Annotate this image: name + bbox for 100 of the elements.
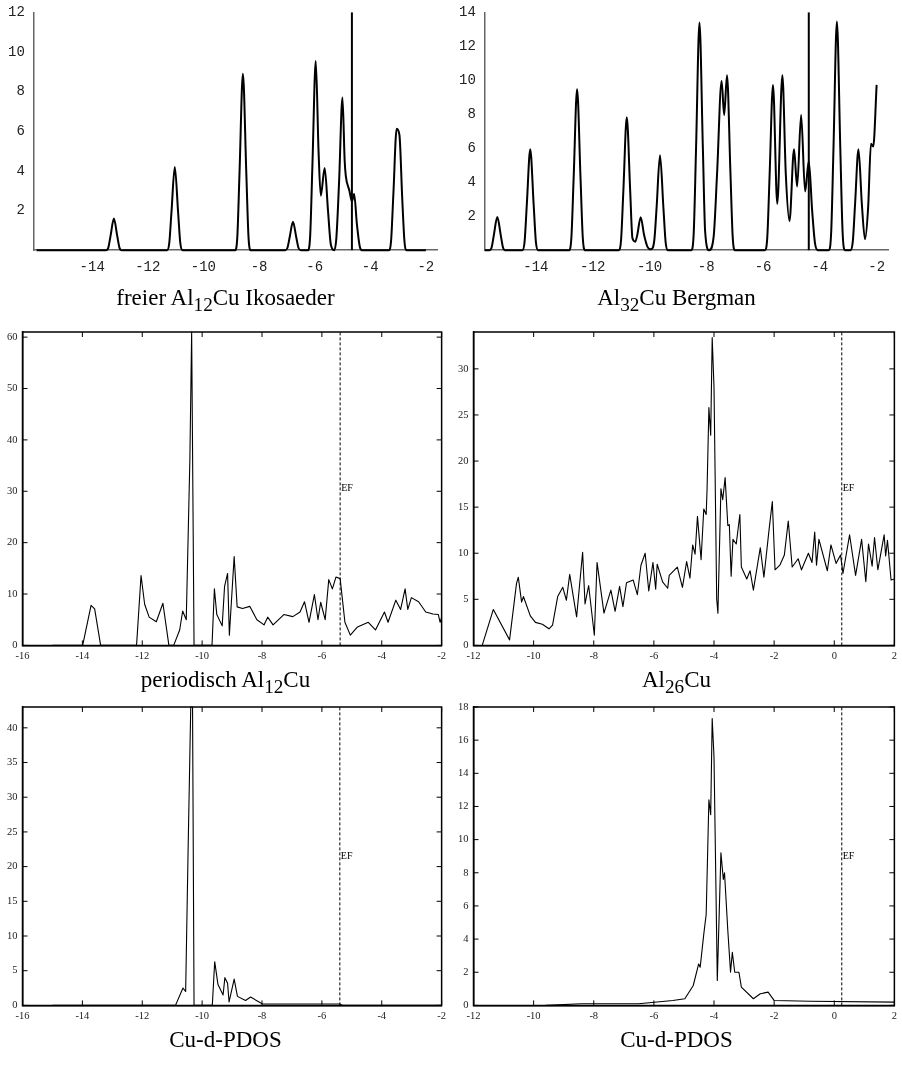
x-tick-label: -6 [754, 259, 772, 276]
y-tick-label: 20 [7, 860, 18, 872]
x-tick-label: -8 [697, 259, 715, 276]
x-tick-label: -4 [709, 1010, 720, 1022]
y-tick-label: 60 [7, 330, 18, 342]
x-tick-label: -2 [769, 1010, 779, 1022]
ref-line-label: EF [842, 482, 855, 494]
y-tick-label: 8 [463, 866, 469, 878]
x-tick-label: -4 [709, 650, 720, 662]
y-tick-label: 6 [16, 123, 25, 139]
y-tick-label: 8 [16, 83, 25, 100]
y-tick-label: 25 [458, 408, 469, 420]
x-tick-label: 2 [891, 650, 897, 662]
y-tick-label: 6 [467, 139, 476, 156]
ref-line-label: EF [340, 849, 353, 861]
x-tick-label: -4 [361, 259, 379, 276]
x-tick-label: -8 [250, 259, 268, 276]
y-tick-label: 2 [463, 965, 469, 977]
x-tick-label: -2 [868, 259, 886, 276]
y-tick-label: 10 [458, 546, 469, 558]
x-axis-title: Cu-d-PDOS [168, 1027, 283, 1054]
y-tick-label: 6 [463, 899, 469, 911]
x-tick-label: -4 [377, 650, 387, 662]
y-tick-label: 10 [7, 43, 25, 60]
y-tick-label: 35 [7, 756, 18, 768]
y-tick-label: 10 [7, 929, 18, 941]
x-tick-label: -10 [195, 1010, 210, 1022]
y-tick-label: 5 [12, 964, 18, 976]
x-tick-label: -12 [135, 1010, 150, 1022]
x-tick-label: -14 [75, 650, 91, 662]
x-tick-label: -12 [466, 1010, 481, 1022]
x-tick-label: -2 [437, 1010, 446, 1022]
y-tick-label: 10 [458, 72, 476, 89]
y-tick-label: 10 [458, 833, 469, 845]
x-axis-title: Al$_{26}$Cu [641, 667, 712, 697]
x-axis-title: freier Al$_{12}$Cu Ikosaeder [115, 284, 336, 317]
x-tick-label: -12 [466, 650, 481, 662]
x-tick-label: -2 [437, 650, 446, 662]
y-tick-label: 10 [7, 587, 18, 599]
x-tick-label: -10 [636, 259, 663, 276]
x-tick-label: 0 [831, 650, 837, 662]
x-tick-label: -14 [79, 259, 105, 276]
x-axis-title: Al$_{32}$Cu Bergman [596, 284, 757, 317]
y-tick-label: 8 [467, 106, 476, 123]
y-tick-label: 14 [458, 767, 470, 779]
y-tick-label: 30 [7, 485, 18, 497]
x-tick-label: -8 [257, 1010, 267, 1022]
x-tick-label: -16 [15, 650, 30, 662]
y-tick-label: 15 [458, 500, 469, 512]
x-tick-label: -4 [811, 259, 829, 276]
x-tick-label: -6 [649, 650, 659, 662]
y-tick-label: 4 [463, 932, 470, 944]
x-tick-label: -14 [75, 1010, 91, 1022]
x-tick-label: 2 [891, 1010, 897, 1022]
x-tick-label: -2 [417, 259, 435, 276]
y-tick-label: 0 [12, 999, 18, 1011]
x-tick-label: -6 [649, 1010, 659, 1022]
x-tick-label: -10 [526, 650, 541, 662]
y-tick-label: 12 [458, 800, 469, 812]
y-tick-label: 5 [463, 593, 469, 605]
y-tick-label: 16 [458, 733, 469, 745]
x-tick-label: -8 [589, 1010, 599, 1022]
x-tick-label: -12 [135, 650, 150, 662]
y-tick-label: 14 [458, 4, 476, 21]
y-tick-label: 12 [7, 4, 25, 21]
y-tick-label: 18 [458, 700, 469, 712]
y-tick-label: 30 [458, 362, 469, 374]
y-tick-label: 50 [7, 382, 18, 394]
x-tick-label: -4 [377, 1010, 387, 1022]
y-tick-label: 40 [7, 721, 18, 733]
y-tick-label: 12 [458, 38, 476, 55]
x-axis-title: Cu-d-PDOS [619, 1027, 734, 1054]
ref-line-label: EF [341, 482, 354, 494]
x-tick-label: -14 [523, 259, 549, 276]
x-tick-label: -8 [589, 650, 599, 662]
y-tick-label: 30 [7, 790, 18, 802]
x-tick-label: -6 [306, 259, 324, 276]
x-tick-label: -16 [15, 1010, 30, 1022]
x-tick-label: -8 [257, 650, 267, 662]
x-tick-label: -6 [317, 650, 327, 662]
y-tick-label: 20 [7, 536, 18, 548]
ref-line-label: EF [842, 849, 855, 861]
y-tick-label: 25 [7, 825, 18, 837]
y-tick-label: 0 [12, 639, 18, 651]
y-tick-label: 4 [467, 173, 476, 190]
y-tick-label: 4 [16, 162, 25, 179]
x-tick-label: 0 [831, 1010, 837, 1022]
y-tick-label: 15 [7, 895, 18, 907]
x-tick-label: -10 [195, 650, 210, 662]
x-tick-label: -6 [317, 1010, 327, 1022]
x-tick-label: -12 [580, 259, 606, 276]
x-tick-label: -10 [526, 1010, 541, 1022]
x-tick-label: -10 [190, 259, 217, 276]
y-tick-label: 40 [7, 433, 18, 445]
y-tick-label: 0 [463, 639, 469, 651]
x-tick-label: -2 [769, 650, 779, 662]
y-tick-label: 2 [467, 207, 476, 224]
x-axis-title: periodisch Al$_{12}$Cu [139, 667, 312, 697]
x-tick-label: -12 [135, 259, 161, 276]
y-tick-label: 2 [16, 202, 25, 219]
